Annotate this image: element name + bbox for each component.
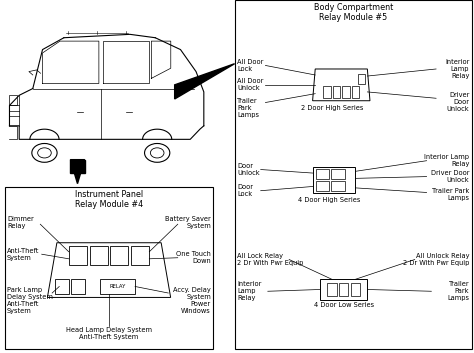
Text: All Door
Unlock: All Door Unlock (237, 78, 264, 91)
Text: Accy. Delay
System
Power
Windows: Accy. Delay System Power Windows (173, 287, 211, 313)
Bar (313, 167, 356, 193)
Text: Park Lamp
Delay System
Anti-Theft
System: Park Lamp Delay System Anti-Theft System (7, 287, 53, 313)
Bar (110, 246, 128, 265)
Polygon shape (70, 160, 84, 184)
Text: All Unlock Relay
2 Dr With Pwr Equip: All Unlock Relay 2 Dr With Pwr Equip (403, 253, 469, 266)
Text: 2 Door High Series: 2 Door High Series (301, 105, 363, 111)
Text: Head Lamp Delay System
Anti-Theft System: Head Lamp Delay System Anti-Theft System (66, 327, 152, 340)
Bar (55, 279, 69, 294)
Text: Body Compartment
Relay Module #5: Body Compartment Relay Module #5 (313, 3, 393, 22)
Bar (331, 181, 345, 191)
Text: Driver Door
Unlock: Driver Door Unlock (431, 170, 469, 183)
Text: Interior
Lamp
Relay: Interior Lamp Relay (445, 59, 469, 79)
Polygon shape (174, 64, 235, 99)
Bar (131, 246, 149, 265)
Bar (71, 279, 85, 294)
Text: 4 Door Low Series: 4 Door Low Series (314, 303, 374, 309)
Bar (5, 187, 213, 349)
Polygon shape (47, 243, 171, 298)
Text: Battery Saver
System: Battery Saver System (165, 216, 211, 229)
Bar (90, 246, 108, 265)
Text: Door
Unlock: Door Unlock (237, 163, 260, 176)
Text: Trailer Park
Lamps: Trailer Park Lamps (432, 188, 469, 201)
Bar (323, 85, 331, 98)
Text: Dimmer
Relay: Dimmer Relay (7, 216, 34, 229)
Polygon shape (313, 69, 370, 101)
Text: All Lock Relay
2 Dr With Pwr Equip: All Lock Relay 2 Dr With Pwr Equip (237, 253, 303, 266)
Text: 4 Door High Series: 4 Door High Series (298, 197, 361, 203)
Text: Interior Lamp
Relay: Interior Lamp Relay (424, 154, 469, 167)
Bar (333, 85, 340, 98)
Text: RELAY: RELAY (109, 284, 126, 289)
Text: Instrument Panel
Relay Module #4: Instrument Panel Relay Module #4 (75, 190, 143, 209)
Bar (69, 246, 87, 265)
Bar (9, 95, 17, 106)
Bar (331, 169, 345, 179)
Bar (351, 283, 360, 296)
Bar (339, 283, 348, 296)
Bar (100, 279, 135, 294)
Bar (320, 279, 367, 300)
Text: Door
Lock: Door Lock (237, 184, 253, 197)
Text: One Touch
Down: One Touch Down (176, 251, 211, 264)
Bar (235, 0, 472, 349)
Text: Driver
Door
Unlock: Driver Door Unlock (447, 92, 469, 112)
Bar (352, 85, 359, 98)
Bar (327, 283, 337, 296)
Text: Anti-Theft
System: Anti-Theft System (7, 248, 39, 261)
Bar (316, 181, 329, 191)
Bar (342, 85, 350, 98)
Text: Interior
Lamp
Relay: Interior Lamp Relay (237, 281, 261, 301)
Bar (316, 169, 329, 179)
Bar (358, 74, 365, 84)
Polygon shape (70, 160, 84, 173)
Text: All Door
Lock: All Door Lock (237, 59, 264, 72)
Text: Trailer
Park
Lamps: Trailer Park Lamps (237, 98, 259, 118)
Text: Trailer
Park
Lamps: Trailer Park Lamps (447, 281, 469, 301)
